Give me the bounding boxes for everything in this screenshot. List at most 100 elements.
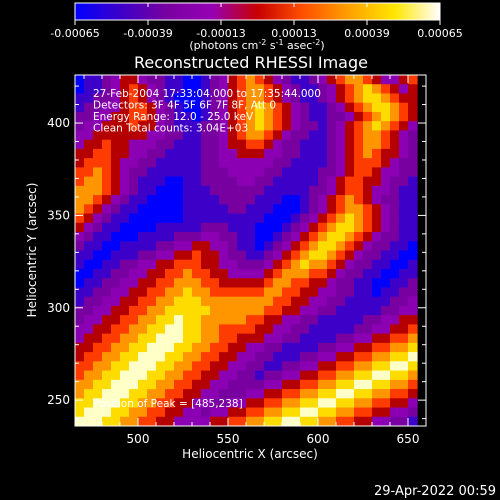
heatmap-cell: [84, 102, 94, 113]
heatmap-cell: [102, 333, 112, 344]
heatmap-cell: [390, 333, 400, 344]
heatmap-cell: [246, 213, 256, 224]
heatmap-cell: [93, 416, 103, 426]
heatmap-cell: [363, 287, 373, 298]
heatmap-cell: [282, 379, 292, 390]
heatmap-cell: [264, 232, 274, 242]
heatmap-cell: [255, 139, 265, 150]
heatmap-cell: [255, 296, 265, 307]
heatmap-cell: [291, 305, 301, 316]
heatmap-cell: [291, 407, 301, 418]
heatmap-cell: [336, 93, 346, 104]
heatmap-cell: [102, 305, 112, 316]
heatmap-cell: [246, 324, 256, 335]
heatmap-cell: [147, 167, 157, 178]
heatmap-cell: [345, 148, 355, 159]
heatmap-cell: [291, 176, 301, 187]
heatmap-cell: [318, 167, 328, 178]
heatmap-cell: [147, 379, 157, 390]
heatmap-cell: [102, 389, 112, 399]
heatmap-cell: [183, 222, 193, 233]
heatmap-cell: [354, 213, 364, 224]
heatmap-cell: [120, 352, 130, 362]
heatmap-cell: [345, 287, 355, 298]
heatmap-cell: [102, 185, 112, 196]
heatmap-cell: [75, 185, 85, 196]
heatmap-cell: [372, 222, 382, 233]
heatmap-cell: [210, 130, 220, 141]
heatmap-cell: [111, 259, 121, 270]
heatmap-cell: [111, 148, 121, 159]
heatmap-cell: [237, 241, 247, 252]
heatmap-cell: [183, 102, 193, 113]
heatmap-cell: [210, 407, 220, 418]
heatmap-cell: [183, 139, 193, 150]
heatmap-cell: [201, 407, 211, 418]
heatmap-cell: [237, 361, 247, 372]
heatmap-cell: [399, 241, 409, 252]
heatmap-cell: [120, 389, 130, 399]
heatmap-cell: [111, 204, 121, 215]
heatmap-cell: [192, 148, 202, 159]
heatmap-cell: [246, 416, 256, 426]
heatmap-cell: [192, 379, 202, 390]
heatmap-cell: [147, 305, 157, 316]
heatmap-cell: [264, 352, 274, 362]
heatmap-cell: [183, 305, 193, 316]
heatmap-cell: [120, 102, 130, 113]
heatmap-cell: [381, 130, 391, 141]
heatmap-cell: [354, 250, 364, 261]
y-axis-label: Heliocentric Y (arcsec): [25, 183, 39, 318]
heatmap-cell: [255, 259, 265, 270]
heatmap-cell: [291, 75, 301, 85]
heatmap-cell: [390, 139, 400, 150]
heatmap-cell: [129, 324, 139, 335]
heatmap-cell: [354, 315, 364, 325]
heatmap-cell: [381, 195, 391, 205]
heatmap-cell: [237, 278, 247, 289]
heatmap-cell: [237, 379, 247, 390]
heatmap-cell: [192, 398, 202, 409]
heatmap-cell: [354, 324, 364, 335]
heatmap-cell: [246, 130, 256, 141]
heatmap-cell: [120, 305, 130, 316]
heatmap-cell: [345, 315, 355, 325]
heatmap-cell: [183, 93, 193, 104]
heatmap-cell: [183, 241, 193, 252]
heatmap-cell: [246, 222, 256, 233]
heatmap-cell: [318, 324, 328, 335]
heatmap-cell: [264, 148, 274, 159]
heatmap-cell: [228, 370, 238, 381]
chart-title: Reconstructed RHESSI Image: [134, 53, 368, 72]
heatmap-cell: [336, 232, 346, 242]
heatmap-cell: [75, 148, 85, 159]
heatmap-cell: [192, 93, 202, 104]
heatmap-cell: [327, 158, 337, 168]
heatmap-cell: [219, 296, 229, 307]
heatmap-cell: [345, 296, 355, 307]
heatmap-cell: [372, 195, 382, 205]
heatmap-cell: [309, 352, 319, 362]
heatmap-cell: [93, 204, 103, 215]
heatmap-cell: [309, 315, 319, 325]
heatmap-cell: [345, 195, 355, 205]
heatmap-cell: [300, 379, 310, 390]
heatmap-cell: [390, 379, 400, 390]
heatmap-cell: [201, 93, 211, 104]
heatmap-cell: [282, 315, 292, 325]
heatmap-cell: [192, 241, 202, 252]
heatmap-cell: [408, 398, 418, 409]
heatmap-cell: [165, 167, 175, 178]
heatmap-cell: [228, 398, 238, 409]
heatmap-cell: [273, 130, 283, 141]
heatmap-cell: [111, 296, 121, 307]
heatmap-cell: [390, 324, 400, 335]
heatmap-cell: [93, 361, 103, 372]
heatmap-cell: [93, 158, 103, 168]
heatmap-cell: [75, 333, 85, 344]
heatmap-cell: [318, 204, 328, 215]
heatmap-cell: [399, 204, 409, 215]
heatmap-cell: [345, 416, 355, 426]
heatmap-cell: [336, 407, 346, 418]
heatmap-cell: [300, 370, 310, 381]
